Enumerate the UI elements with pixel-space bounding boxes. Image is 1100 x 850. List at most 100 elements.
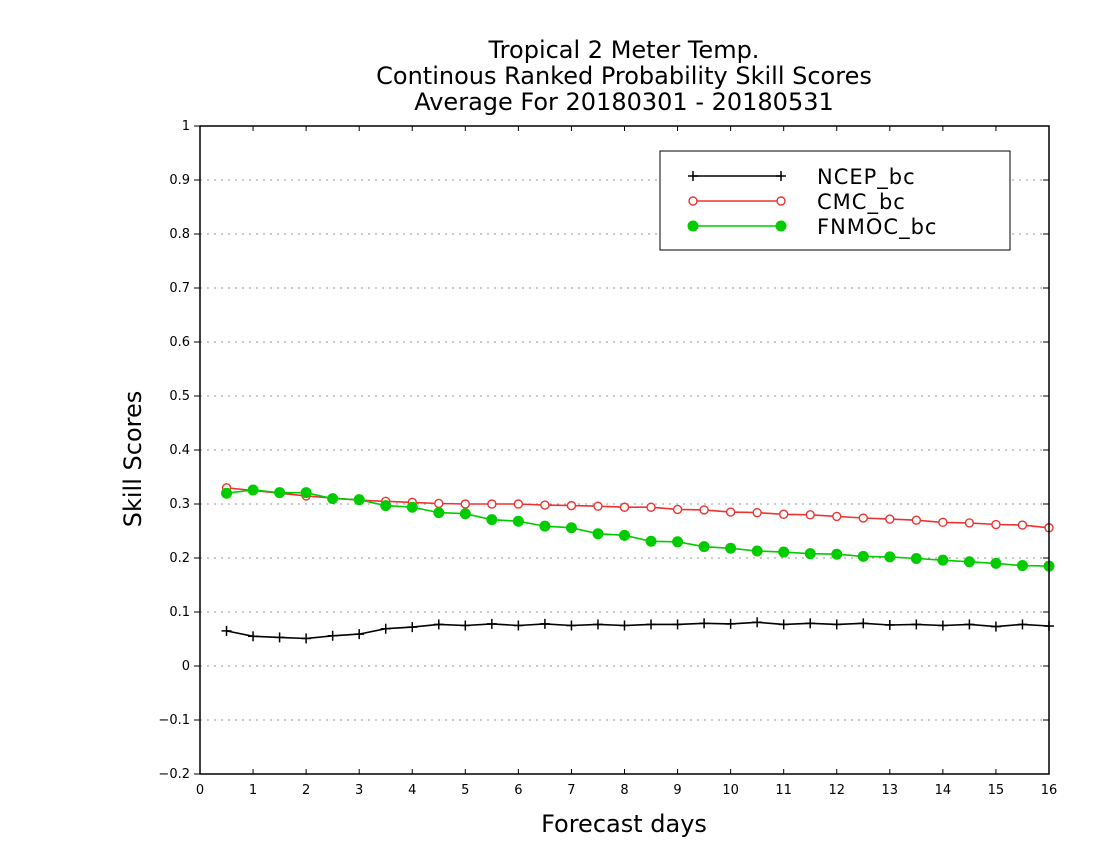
- ncep-point: [1017, 619, 1028, 630]
- ncep-point: [776, 171, 786, 181]
- fnmoc-point: [751, 545, 763, 557]
- x-tick-label: 1: [249, 783, 257, 798]
- fnmoc-point: [672, 536, 684, 548]
- ncep-point: [884, 619, 895, 630]
- ncep-point: [566, 620, 577, 631]
- legend-label: FNMOC_bc: [817, 215, 937, 240]
- fnmoc-point: [486, 514, 498, 526]
- y-tick-label: 0.2: [169, 551, 190, 566]
- x-tick-label: 13: [882, 783, 899, 798]
- ncep-point: [964, 619, 975, 630]
- x-tick-label: 8: [620, 783, 628, 798]
- fnmoc-point: [831, 548, 843, 560]
- cmc-point: [938, 517, 948, 528]
- cmc-point: [832, 511, 842, 522]
- x-tick-label: 4: [408, 783, 416, 798]
- cmc-point: [460, 499, 471, 509]
- y-tick-label: 0.4: [169, 443, 190, 458]
- cmc-point: [593, 501, 603, 511]
- x-tick-label: 16: [1041, 783, 1058, 798]
- x-tick-label: 7: [567, 783, 575, 798]
- ncep-point: [672, 619, 683, 630]
- x-tick-label: 6: [514, 783, 522, 798]
- fnmoc-point: [512, 515, 524, 527]
- fnmoc-point: [300, 487, 312, 499]
- y-tick-label: 0.9: [169, 173, 190, 188]
- cmc-point: [513, 499, 524, 509]
- ncep-point: [354, 629, 365, 640]
- cmc-point: [487, 499, 497, 509]
- fnmoc-point: [565, 522, 577, 534]
- ncep-point: [752, 617, 763, 628]
- ncep-point: [380, 623, 391, 634]
- ncep-point: [778, 619, 789, 630]
- ncep-point: [460, 620, 471, 631]
- ncep-point: [407, 622, 418, 633]
- x-tick-label: 14: [935, 783, 952, 798]
- cmc-point: [619, 502, 630, 512]
- series-fnmoc-bc: [221, 484, 1055, 572]
- y-tick-label: 1: [182, 119, 190, 134]
- fnmoc-point: [247, 484, 259, 496]
- series-line-fnmoc-bc: [226, 489, 1050, 567]
- ncep-point: [221, 625, 232, 636]
- cmc-point: [858, 513, 868, 523]
- x-tick-label: 15: [988, 783, 1005, 798]
- cmc-point: [540, 500, 550, 510]
- ncep-point: [805, 618, 816, 629]
- fnmoc-point: [539, 520, 551, 532]
- fnmoc-point: [459, 508, 471, 520]
- x-tick-label: 12: [828, 783, 845, 798]
- series-cmc-bc: [221, 483, 1054, 533]
- fnmoc-point: [380, 500, 392, 512]
- ncep-point: [486, 618, 497, 629]
- y-tick-label: −0.1: [158, 713, 190, 728]
- series-line-cmc-bc: [226, 487, 1050, 529]
- x-tick-label: 2: [302, 783, 310, 798]
- y-tick-label: 0.1: [169, 605, 190, 620]
- x-tick-label: 3: [355, 783, 363, 798]
- ncep-point: [539, 618, 550, 629]
- cmc-point: [991, 519, 1001, 530]
- cmc-point: [885, 514, 895, 524]
- legend-item-fnmoc-bc: FNMOC_bc: [687, 215, 937, 240]
- x-tick-label: 11: [775, 783, 792, 798]
- fnmoc-point: [778, 546, 790, 558]
- ncep-point: [301, 633, 312, 644]
- ncep-point: [619, 620, 630, 631]
- series-line-ncep-bc: [226, 621, 1050, 640]
- y-tick-label: 0.5: [169, 389, 190, 404]
- fnmoc-point: [327, 493, 339, 505]
- fnmoc-point: [1016, 560, 1028, 572]
- fnmoc-point: [592, 528, 604, 540]
- ncep-point: [858, 618, 869, 629]
- legend-label: NCEP_bc: [817, 165, 916, 190]
- cmc-point: [566, 500, 577, 511]
- ncep-point: [911, 619, 922, 630]
- cmc-point: [911, 515, 922, 525]
- legend-label: CMC_bc: [817, 190, 906, 215]
- y-tick-label: 0: [182, 659, 190, 674]
- ncep-point: [699, 618, 710, 629]
- ncep-point: [513, 620, 524, 631]
- cmc-point: [672, 504, 683, 515]
- cmc-point: [434, 498, 444, 509]
- gridlines: [200, 179, 1049, 721]
- y-tick-label: 0.7: [169, 281, 190, 296]
- y-axis-label: Skill Scores: [119, 391, 147, 528]
- fnmoc-point: [857, 550, 869, 562]
- cmc-point: [725, 507, 736, 517]
- series-ncep-bc: [221, 617, 1054, 644]
- fnmoc-point: [353, 494, 365, 506]
- ncep-point: [725, 618, 736, 629]
- fnmoc-point: [937, 554, 949, 566]
- cmc-point: [964, 518, 975, 528]
- chart-title: Tropical 2 Meter Temp. Continous Ranked …: [376, 36, 872, 116]
- x-tick-label: 0: [196, 783, 204, 798]
- x-tick-label: 5: [461, 783, 469, 798]
- ncep-point: [990, 621, 1001, 632]
- y-tick-label: 0.8: [169, 227, 190, 242]
- cmc-point: [778, 509, 789, 519]
